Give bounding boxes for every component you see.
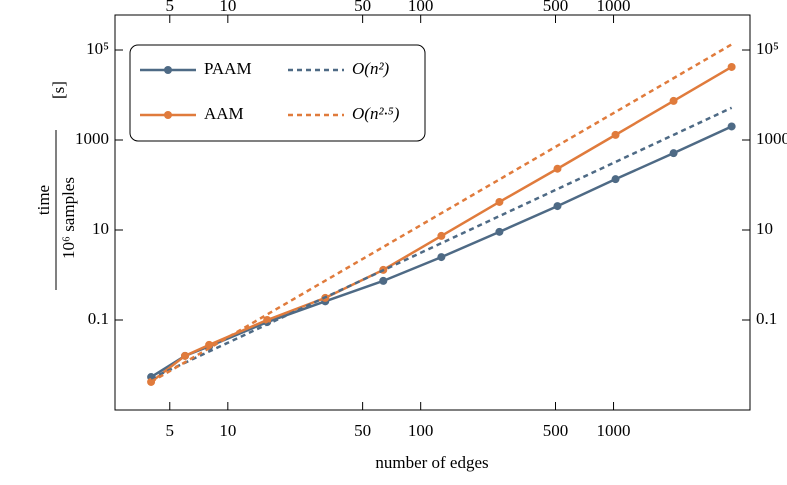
x-tick-label-top: 10: [219, 0, 236, 15]
data-point: [263, 316, 272, 325]
data-point: [669, 149, 678, 158]
data-point: [205, 340, 214, 349]
data-point: [727, 62, 736, 71]
series-line: [150, 125, 733, 379]
y-tick-label-right: 0.1: [756, 309, 777, 328]
data-point: [437, 253, 446, 262]
x-tick-label-top: 100: [408, 0, 434, 15]
legend-label: AAM: [204, 104, 244, 123]
y-label-denominator: 10⁶ samples: [59, 177, 78, 259]
y-tick-label: 1000: [75, 129, 109, 148]
x-tick-label: 100: [408, 421, 434, 440]
legend-box: [129, 44, 426, 142]
data-point: [379, 276, 388, 285]
data-point: [553, 164, 562, 173]
data-point: [181, 351, 190, 360]
x-tick-label-top: 500: [543, 0, 569, 15]
legend-label: O(n²): [352, 59, 390, 78]
x-tick-label-top: 5: [166, 0, 175, 15]
y-tick-label-right: 10: [756, 219, 773, 238]
plot-frame: [114, 14, 751, 411]
y-label-numerator: time: [34, 185, 53, 215]
series-line: [150, 43, 733, 384]
y-tick-label: 10: [92, 219, 109, 238]
legend-marker: [164, 111, 172, 119]
series-line: [150, 65, 733, 383]
y-tick-label-right: 1000: [756, 129, 787, 148]
x-tick-label: 1000: [597, 421, 631, 440]
legend-label: O(n²·⁵): [352, 104, 400, 123]
x-tick-label: 500: [543, 421, 569, 440]
x-tick-label-top: 1000: [597, 0, 631, 15]
legend-label: PAAM: [204, 59, 252, 78]
data-point: [437, 231, 446, 240]
data-point: [727, 122, 736, 131]
x-tick-label: 10: [219, 421, 236, 440]
y-tick-label: 0.1: [88, 309, 109, 328]
legend-marker: [164, 66, 172, 74]
y-tick-label: 10⁵: [86, 39, 109, 58]
data-point: [669, 96, 678, 105]
y-label-unit: [s]: [49, 81, 68, 99]
x-tick-label: 50: [354, 421, 371, 440]
data-point: [495, 197, 504, 206]
data-point: [495, 227, 504, 236]
data-point: [611, 175, 620, 184]
data-point: [553, 202, 562, 211]
x-tick-label-top: 50: [354, 0, 371, 15]
x-tick-label: 5: [166, 421, 175, 440]
x-axis-label: number of edges: [375, 453, 488, 472]
y-tick-label-right: 10⁵: [756, 39, 779, 58]
data-point: [611, 130, 620, 139]
series-line: [150, 106, 733, 380]
